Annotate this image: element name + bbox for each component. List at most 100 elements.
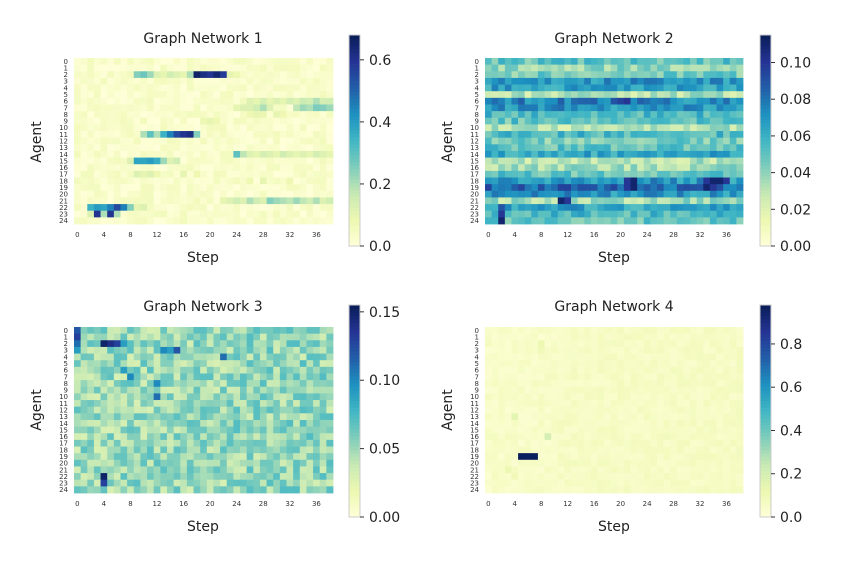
heatmap-cell <box>180 386 188 394</box>
colorbar-segment <box>349 129 360 134</box>
heatmap-cell <box>571 64 579 72</box>
heatmap-cell <box>670 84 678 92</box>
heatmap-cell <box>253 97 261 105</box>
heatmap-cell <box>498 393 506 401</box>
heatmap-cell <box>133 91 141 99</box>
heatmap-cell <box>206 360 214 368</box>
heatmap-cell <box>584 117 592 125</box>
heatmap-cell <box>233 84 241 92</box>
y-tick-label: 9 <box>64 387 68 395</box>
heatmap-cell <box>544 466 552 474</box>
heatmap-cell <box>723 419 731 427</box>
heatmap-cell <box>683 150 691 158</box>
heatmap-cell <box>120 466 128 474</box>
heatmap-cell <box>683 104 691 112</box>
heatmap-cell <box>266 406 274 414</box>
heatmap-cell <box>643 157 651 165</box>
heatmap-cell <box>643 346 651 354</box>
heatmap-cell <box>240 177 248 185</box>
heatmap-cell <box>120 58 128 66</box>
heatmap-cell <box>173 327 181 335</box>
heatmap-cell <box>736 177 744 185</box>
heatmap-cell <box>279 340 287 348</box>
y-tick-label: 20 <box>470 460 479 468</box>
heatmap-cell <box>617 380 625 388</box>
colorbar-segment <box>760 172 771 177</box>
heatmap-cell <box>498 77 506 85</box>
heatmap-cell <box>120 360 128 368</box>
heatmap-cell <box>120 333 128 341</box>
heatmap-cell <box>690 64 698 72</box>
heatmap-cell <box>80 157 88 165</box>
heatmap-cell <box>180 473 188 481</box>
heatmap-cell <box>173 131 181 139</box>
heatmap-cell <box>180 157 188 165</box>
heatmap-cell <box>306 137 314 145</box>
heatmap-cell <box>511 84 519 92</box>
heatmap-cell <box>173 97 181 105</box>
heatmap-cell <box>571 360 579 368</box>
heatmap-cell <box>657 111 665 119</box>
heatmap-cell <box>240 150 248 158</box>
colorbar-segment <box>760 189 771 194</box>
heatmap-cell <box>537 124 545 132</box>
heatmap-cell <box>551 400 559 408</box>
heatmap-cell <box>313 473 321 481</box>
heatmap-cell <box>723 204 731 212</box>
heatmap-cell <box>551 386 559 394</box>
heatmap-cell <box>637 184 645 192</box>
heatmap-cell <box>557 71 565 79</box>
heatmap-cell <box>279 413 287 421</box>
heatmap-cell <box>233 459 241 467</box>
heatmap-cell <box>74 459 82 467</box>
heatmap-cell <box>729 353 737 361</box>
colorbar-segment <box>349 175 360 180</box>
heatmap-cell <box>273 486 281 494</box>
heatmap-cell <box>498 64 506 72</box>
heatmap-cell <box>120 486 128 494</box>
heatmap-cell <box>597 333 605 341</box>
heatmap-cell <box>266 380 274 388</box>
heatmap-cell <box>273 77 281 85</box>
heatmap-cell <box>564 479 572 487</box>
heatmap-cell <box>491 393 499 401</box>
heatmap-cell <box>491 117 499 125</box>
heatmap-cell <box>173 386 181 394</box>
heatmap-cell <box>643 473 651 481</box>
heatmap-cell <box>140 366 148 374</box>
heatmap-cell <box>133 104 141 112</box>
heatmap-cell <box>173 210 181 218</box>
heatmap-cell <box>173 104 181 112</box>
colorbar-segment <box>349 340 360 345</box>
heatmap-cell <box>518 393 526 401</box>
heatmap-cell <box>736 406 744 414</box>
colorbar-segment <box>760 73 771 78</box>
colorbar-segment <box>760 119 771 124</box>
heatmap-cell <box>544 217 552 225</box>
colorbar-segment <box>760 59 771 64</box>
heatmap-cell <box>293 479 301 487</box>
heatmap-cell <box>564 400 572 408</box>
heatmap-cell <box>233 124 241 132</box>
heatmap-cell <box>273 373 281 381</box>
colorbar-segment <box>349 165 360 170</box>
heatmap-cell <box>531 473 539 481</box>
heatmap-cell <box>557 386 565 394</box>
heatmap-cell <box>233 439 241 447</box>
heatmap-cell <box>491 400 499 408</box>
heatmap-cell <box>266 144 274 152</box>
heatmap-cell <box>630 393 638 401</box>
colorbar-segment <box>760 481 771 486</box>
heatmap-cell <box>597 486 605 494</box>
heatmap-cell <box>93 373 101 381</box>
heatmap-cell <box>577 386 585 394</box>
heatmap-cell <box>279 433 287 441</box>
y-tick-label: 2 <box>475 340 479 348</box>
heatmap-cell <box>206 157 214 165</box>
heatmap-cell <box>326 466 334 474</box>
heatmap-cell <box>551 366 559 374</box>
heatmap-cell <box>273 217 281 225</box>
heatmap-cell <box>240 360 248 368</box>
heatmap-cell <box>293 131 301 139</box>
heatmap-cell <box>551 419 559 427</box>
